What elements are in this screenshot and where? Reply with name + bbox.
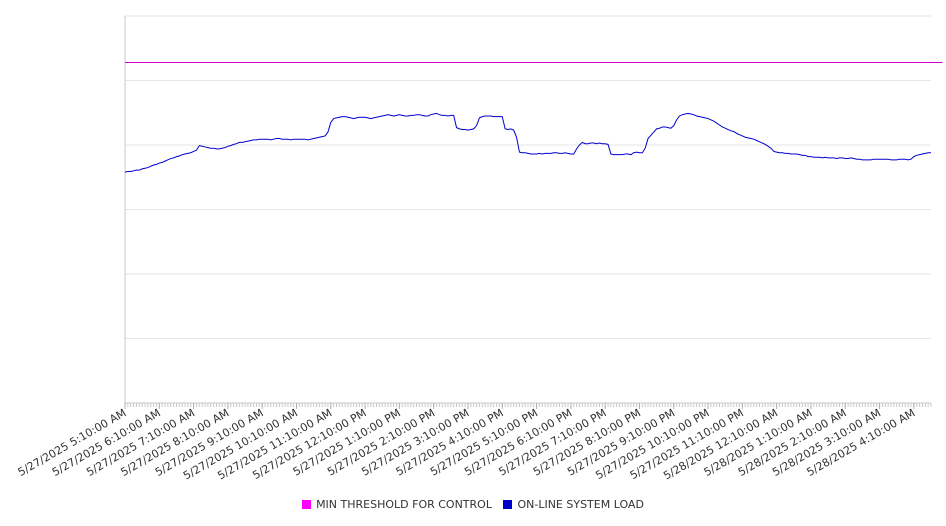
legend-label-threshold: MIN THRESHOLD FOR CONTROL [316, 498, 492, 511]
legend: MIN THRESHOLD FOR CONTROL ON-LINE SYSTEM… [0, 498, 946, 511]
legend-label-system-load: ON-LINE SYSTEM LOAD [517, 498, 644, 511]
grid-lines [125, 15, 931, 404]
series-line-system-load [124, 112, 931, 173]
legend-item-system-load: ON-LINE SYSTEM LOAD [503, 498, 644, 511]
legend-item-threshold: MIN THRESHOLD FOR CONTROL [302, 498, 492, 511]
legend-swatch-threshold [302, 500, 312, 509]
legend-swatch-system-load [503, 500, 513, 509]
series-lines [124, 61, 943, 173]
x-axis-ticks: 5/27/2025 5:10:00 AM5/27/2025 6:10:00 AM… [16, 403, 932, 483]
